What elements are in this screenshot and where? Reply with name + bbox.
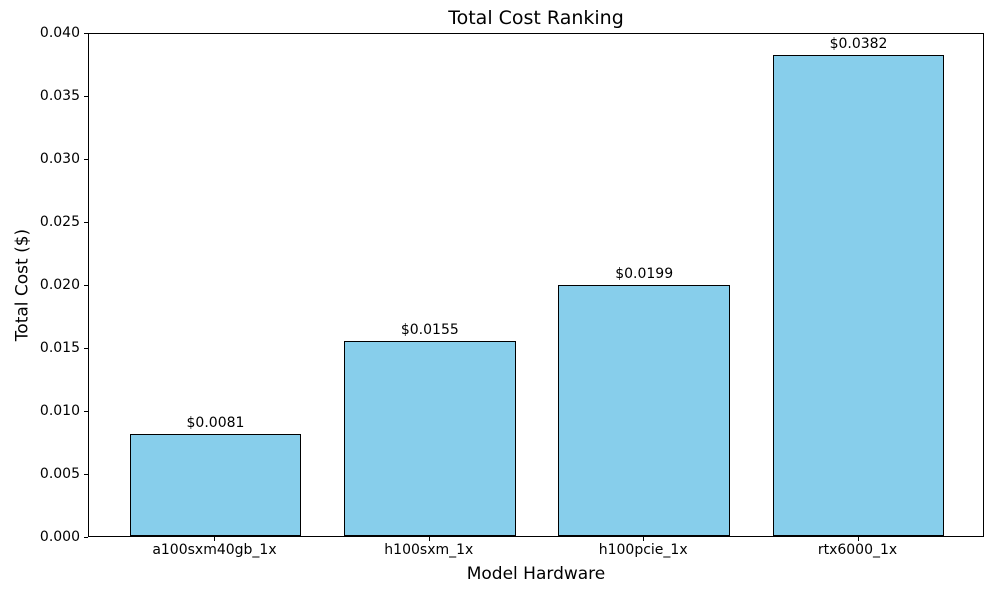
y-tick-mark (84, 33, 88, 34)
bar-value-label: $0.0155 (400, 321, 459, 338)
y-tick-label: 0.005 (39, 466, 80, 482)
y-tick-label: 0.040 (39, 25, 80, 41)
y-tick-label: 0.010 (39, 403, 80, 419)
y-tick-label: 0.025 (39, 214, 80, 230)
bar (558, 285, 730, 536)
bar-value-label: $0.0199 (615, 266, 674, 283)
bar (772, 54, 945, 536)
bar (129, 433, 302, 536)
x-tick-label: h100sxm_1x (384, 542, 474, 558)
plot-area: $0.0081 $0.0155 $0.0199 $0.0382 (88, 33, 984, 537)
y-tick-label: 0.030 (39, 151, 80, 167)
y-tick-label: 0.035 (39, 88, 80, 104)
bar-value-label: $0.0382 (829, 35, 888, 52)
y-tick-mark (84, 537, 88, 538)
x-tick-mark (214, 537, 216, 541)
x-tick-mark (857, 537, 859, 541)
chart-title: Total Cost Ranking (448, 7, 624, 29)
y-tick-label: 0.015 (39, 340, 80, 356)
x-tick-label: a100sxm40gb_1x (152, 542, 277, 558)
x-axis-label: Model Hardware (466, 564, 606, 584)
x-tick-mark (428, 537, 430, 541)
x-tick-label: rtx6000_1x (817, 542, 898, 558)
y-tick-mark (84, 348, 88, 349)
y-tick-label: 0.000 (39, 529, 80, 545)
x-tick-label: h100pcie_1x (598, 542, 688, 558)
y-tick-mark (84, 285, 88, 286)
y-tick-label: 0.020 (39, 277, 80, 293)
y-tick-mark (84, 222, 88, 223)
bar (344, 340, 516, 536)
y-tick-mark (84, 159, 88, 160)
bar-value-label: $0.0081 (186, 414, 245, 431)
y-tick-mark (84, 411, 88, 412)
y-tick-mark (84, 474, 88, 475)
x-tick-mark (643, 537, 645, 541)
y-tick-mark (84, 96, 88, 97)
